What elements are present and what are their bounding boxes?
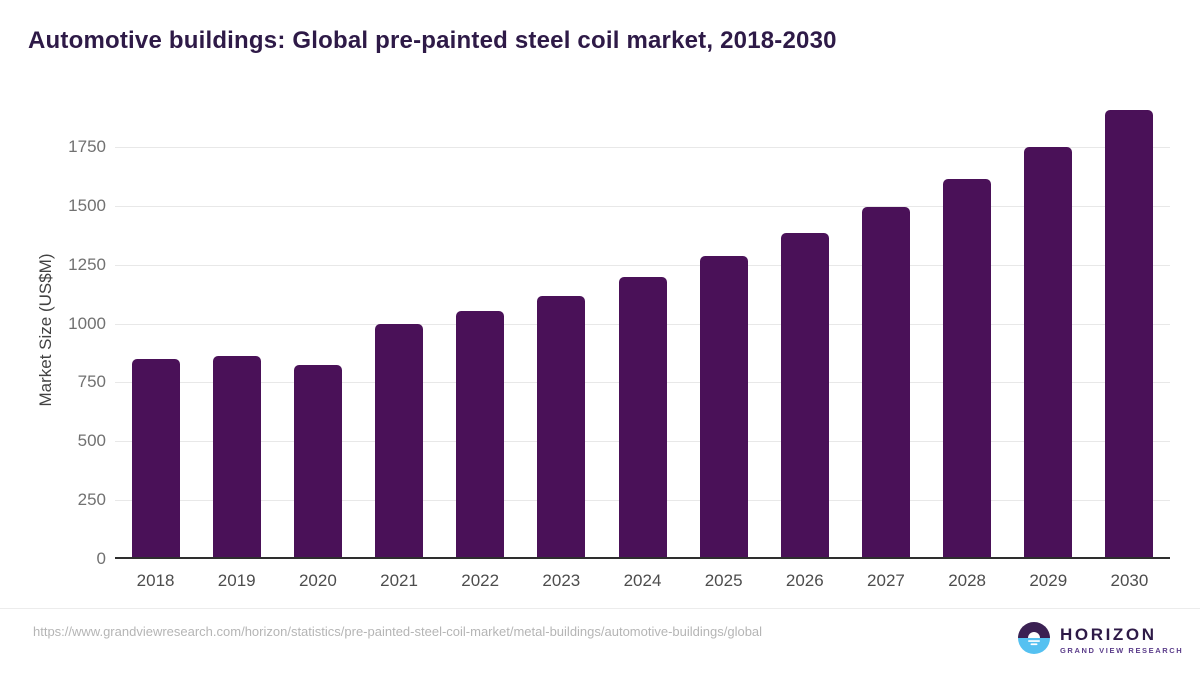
bar-2022 [456,311,505,557]
x-tick-label: 2021 [380,571,418,590]
bar-2018 [131,359,180,557]
x-tick-label: 2030 [1110,571,1149,590]
bar-2020 [293,365,342,557]
gridline [115,205,1170,207]
source-url: https://www.grandviewresearch.com/horizo… [33,624,763,639]
x-tick-label: 2020 [298,571,337,590]
logo-text: HORIZON GRAND VIEW RESEARCH [1060,624,1184,656]
x-tick-label: 2029 [1029,571,1068,590]
footer-divider [0,608,1200,609]
x-tick-label: 2023 [542,571,581,590]
x-tick-label: 2022 [461,571,500,590]
y-tick-label: 500 [77,431,106,451]
logo-name: HORIZON [1060,624,1157,644]
logo-subtitle: GRAND VIEW RESEARCH [1060,646,1184,656]
y-tick-label: 750 [77,372,106,392]
bar-2025 [699,255,748,557]
y-tick-label: 0 [96,549,106,568]
x-tick-label: 2024 [623,571,662,590]
x-tick-label: 2028 [948,571,987,590]
x-tick-label: 2026 [785,571,824,590]
bar-2029 [1024,147,1073,557]
gridline [115,264,1170,266]
x-tick-label: 2019 [217,571,256,590]
bar-2026 [780,233,829,557]
bar-2023 [537,295,586,557]
bar-2024 [618,276,667,557]
plot-area [115,100,1170,559]
y-tick-label: 1250 [68,254,106,274]
bar-2019 [212,355,261,557]
bar-2021 [375,323,424,557]
horizon-sunset-icon [1018,622,1050,659]
y-tick-label: 1000 [68,313,106,333]
x-tick-label: 2025 [704,571,743,590]
gridline [115,147,1170,149]
bar-2027 [861,207,910,557]
y-tick-label: 250 [77,490,106,510]
y-tick-label: 1750 [68,137,106,157]
page-title: Automotive buildings: Global pre-painted… [28,27,837,54]
bar-2028 [943,179,992,557]
y-tick-label: 1500 [68,195,106,215]
x-tick-label: 2018 [136,571,175,590]
horizon-logo: HORIZON GRAND VIEW RESEARCH [1018,622,1183,659]
bar-2030 [1105,109,1154,557]
x-tick-label: 2027 [867,571,905,590]
